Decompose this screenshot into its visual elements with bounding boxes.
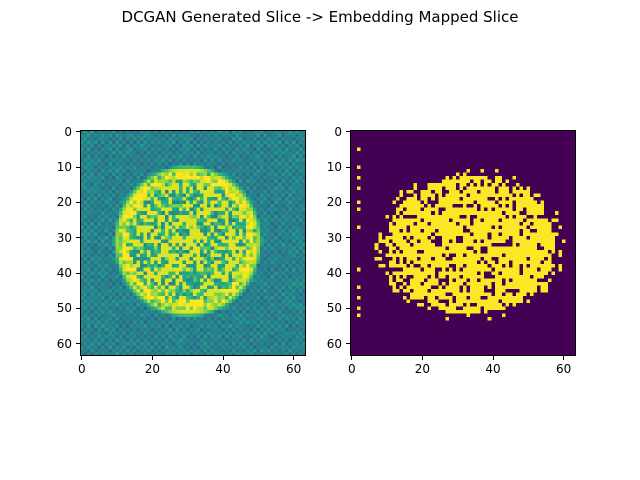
generated-slice-panel: 0 10 20 30 40 50 60 0 20 40 60 — [57, 125, 306, 376]
y-tick-label: 30 — [56, 230, 72, 245]
y-tick-label: 40 — [56, 266, 72, 281]
x-tick-label: 60 — [286, 362, 302, 376]
y-tick-label: 10 — [56, 160, 72, 175]
y-tick — [76, 237, 80, 239]
y-tick — [346, 307, 350, 309]
x-tick — [293, 356, 295, 360]
x-tick-label: 60 — [556, 362, 572, 376]
y-tick-label: 40 — [326, 266, 342, 281]
x-tick — [492, 356, 494, 360]
generated-slice-frame — [80, 130, 306, 356]
x-tick — [222, 356, 224, 360]
y-tick — [76, 343, 80, 345]
x-tick — [351, 356, 353, 360]
y-tick — [346, 272, 350, 274]
figure-title: DCGAN Generated Slice -> Embedding Mappe… — [121, 8, 519, 26]
y-tick-label: 30 — [326, 230, 342, 245]
mapped-slice-image — [350, 130, 576, 356]
x-tick-label: 40 — [485, 362, 501, 376]
y-tick-label: 10 — [326, 160, 342, 175]
y-tick — [76, 307, 80, 309]
y-tick-label: 20 — [326, 195, 342, 210]
x-tick — [81, 356, 83, 360]
y-tick — [346, 237, 350, 239]
y-tick-label: 50 — [56, 301, 72, 316]
x-tick — [421, 356, 423, 360]
y-tick-label: 0 — [334, 124, 342, 139]
y-tick — [346, 131, 350, 133]
y-tick-label: 0 — [64, 124, 72, 139]
y-tick-label: 60 — [56, 336, 72, 351]
y-tick — [76, 201, 80, 203]
y-tick-label: 20 — [56, 195, 72, 210]
y-tick-label: 60 — [326, 336, 342, 351]
y-tick — [76, 131, 80, 133]
x-tick-label: 40 — [215, 362, 231, 376]
generated-slice-image — [80, 130, 306, 356]
mapped-slice-frame — [350, 130, 576, 356]
y-tick — [76, 272, 80, 274]
x-tick-label: 20 — [414, 362, 431, 376]
x-tick-label: 20 — [144, 362, 161, 376]
y-tick — [76, 166, 80, 168]
y-tick-label: 50 — [326, 301, 342, 316]
y-tick — [346, 201, 350, 203]
y-tick — [346, 166, 350, 168]
x-tick — [563, 356, 565, 360]
y-tick — [346, 343, 350, 345]
x-tick — [151, 356, 153, 360]
x-tick-label: 0 — [347, 362, 356, 376]
mapped-slice-panel: 0 10 20 30 40 50 60 0 20 40 60 — [327, 125, 576, 376]
x-tick-label: 0 — [77, 362, 86, 376]
